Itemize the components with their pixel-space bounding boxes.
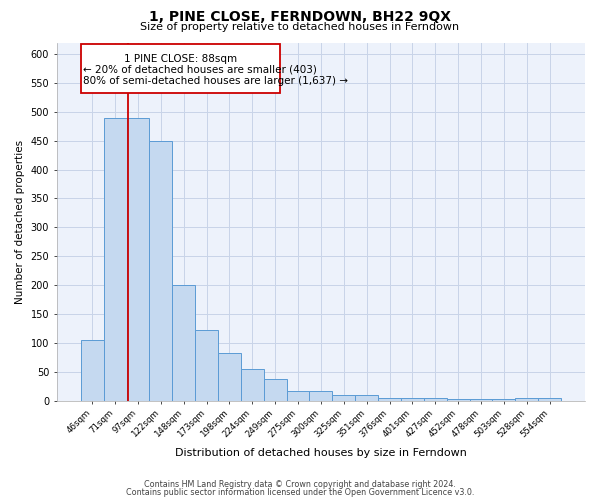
Bar bbox=[332, 394, 355, 400]
Bar bbox=[218, 352, 241, 401]
Bar bbox=[378, 398, 401, 400]
Bar bbox=[401, 398, 424, 400]
Bar bbox=[538, 398, 561, 400]
Bar bbox=[355, 394, 378, 400]
Bar bbox=[81, 340, 104, 400]
FancyBboxPatch shape bbox=[81, 44, 280, 92]
Bar bbox=[241, 368, 264, 400]
Bar bbox=[264, 378, 287, 400]
Text: 1 PINE CLOSE: 88sqm: 1 PINE CLOSE: 88sqm bbox=[124, 54, 237, 64]
Text: 80% of semi-detached houses are larger (1,637) →: 80% of semi-detached houses are larger (… bbox=[83, 76, 348, 86]
Bar bbox=[104, 118, 127, 401]
Text: Size of property relative to detached houses in Ferndown: Size of property relative to detached ho… bbox=[140, 22, 460, 32]
Bar bbox=[287, 390, 310, 400]
Bar bbox=[172, 285, 195, 401]
Bar bbox=[515, 398, 538, 400]
Text: ← 20% of detached houses are smaller (403): ← 20% of detached houses are smaller (40… bbox=[83, 64, 317, 74]
Text: Contains public sector information licensed under the Open Government Licence v3: Contains public sector information licen… bbox=[126, 488, 474, 497]
X-axis label: Distribution of detached houses by size in Ferndown: Distribution of detached houses by size … bbox=[175, 448, 467, 458]
Bar bbox=[310, 390, 332, 400]
Text: Contains HM Land Registry data © Crown copyright and database right 2024.: Contains HM Land Registry data © Crown c… bbox=[144, 480, 456, 489]
Bar bbox=[424, 398, 446, 400]
Bar bbox=[149, 140, 172, 400]
Bar bbox=[195, 330, 218, 400]
Bar bbox=[127, 118, 149, 401]
Y-axis label: Number of detached properties: Number of detached properties bbox=[15, 140, 25, 304]
Text: 1, PINE CLOSE, FERNDOWN, BH22 9QX: 1, PINE CLOSE, FERNDOWN, BH22 9QX bbox=[149, 10, 451, 24]
